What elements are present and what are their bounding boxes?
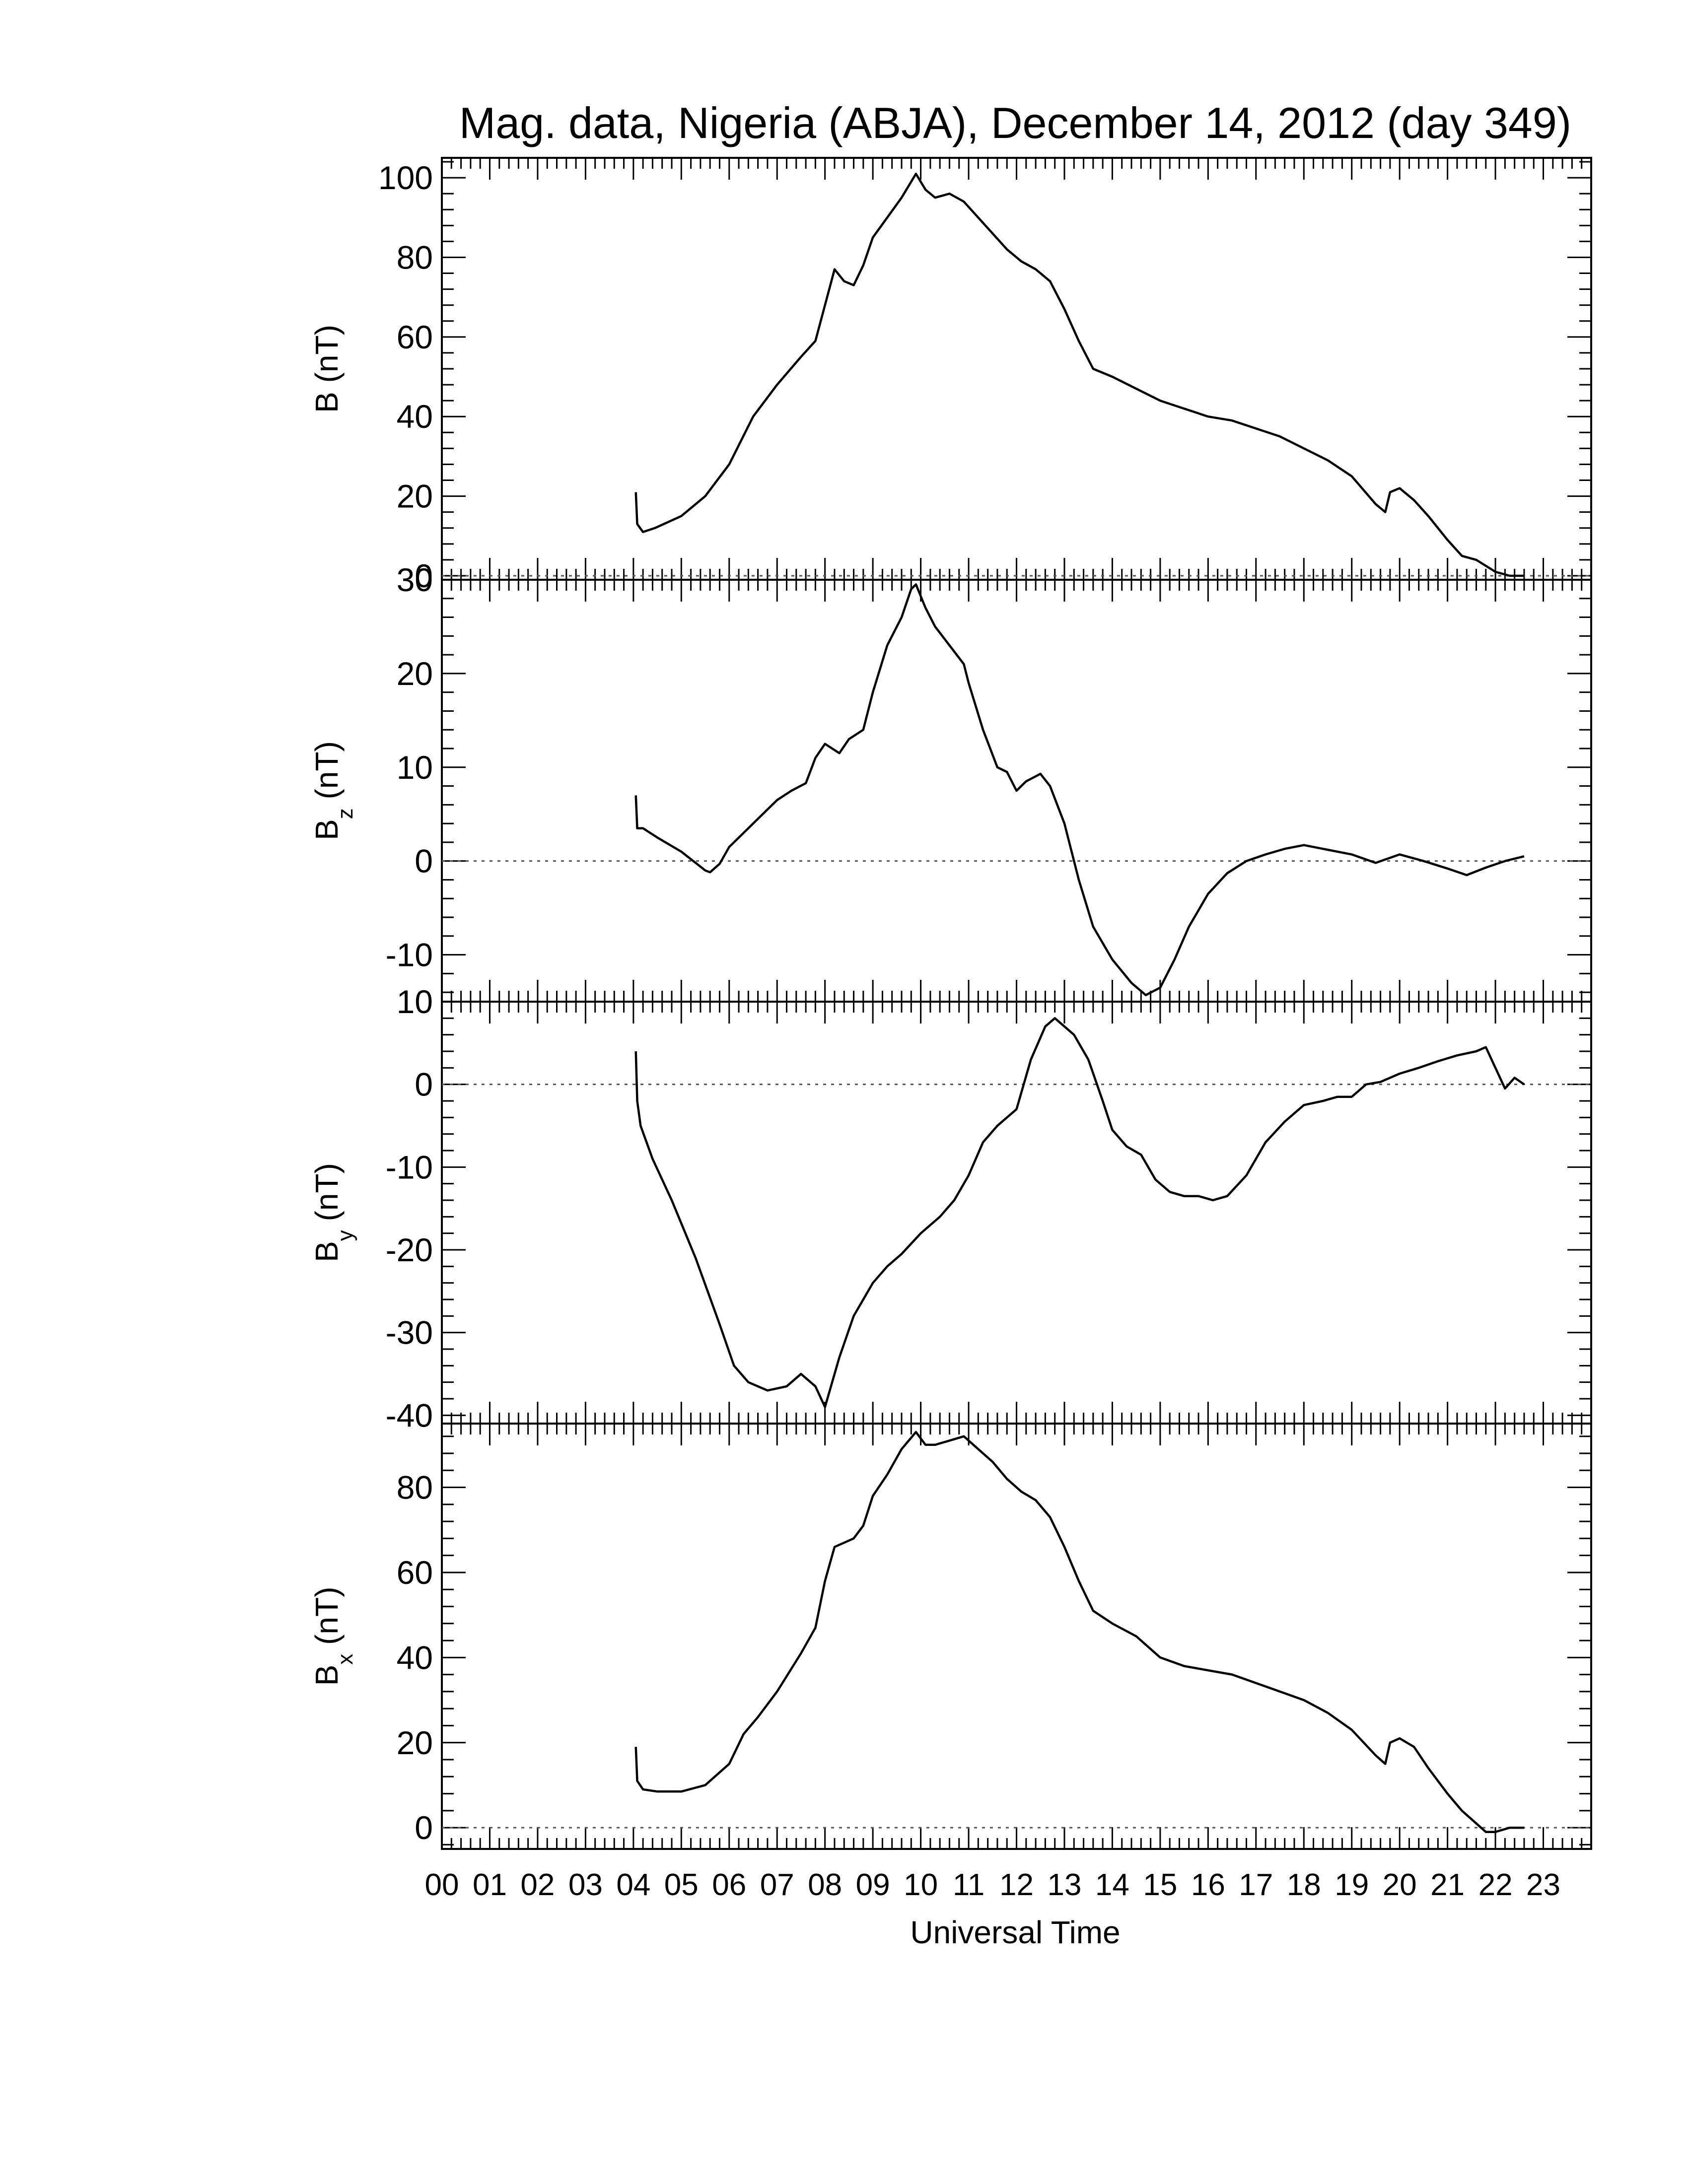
y-axis-label-subscript: y	[333, 1230, 357, 1241]
y-tick-label: 100	[378, 159, 433, 196]
y-tick-label: 0	[415, 557, 433, 594]
panel-b-total: 0 20 40 60 80 100 B (nT)	[309, 157, 1592, 594]
x-axis-label: Universal Time	[910, 1914, 1120, 1950]
y-axis-label-unit: (nT)	[309, 741, 345, 808]
x-tick-label: 16	[1191, 1868, 1225, 1902]
y-tick-label: 20	[397, 1724, 433, 1761]
x-tick-label: 07	[760, 1868, 794, 1902]
x-tick-label: 08	[808, 1868, 842, 1902]
y-tick-label: 0	[415, 1809, 433, 1846]
y-tick-label: 40	[397, 398, 433, 435]
y-axis-label-bz: Bz (nT)	[309, 741, 357, 840]
y-axis-label-b-total: B (nT)	[309, 325, 345, 413]
x-tick-label: 14	[1095, 1868, 1129, 1902]
y-axis-label-subscript: x	[333, 1654, 357, 1665]
x-tick-label: 00	[425, 1868, 459, 1902]
y-axis-label-bx: Bx (nT)	[309, 1587, 357, 1686]
x-tick-label: 11	[953, 1868, 985, 1902]
x-tick-label: 17	[1239, 1868, 1273, 1902]
x-tick-label: 13	[1047, 1868, 1081, 1902]
y-tick-label: 20	[397, 478, 433, 515]
x-tick-label: 22	[1478, 1868, 1513, 1902]
y-tick-label: 20	[397, 655, 433, 692]
y-axis-label-subscript: z	[333, 808, 357, 819]
panel-bz: -10 0 10 20 30 Bz (nT)	[309, 561, 1592, 1003]
y-axis-label-main: B	[309, 1665, 345, 1686]
y-tick-label: 30	[397, 561, 433, 598]
y-tick-label: 0	[415, 843, 433, 880]
y-axis-label-by: By (nT)	[309, 1163, 357, 1262]
y-axis-label-main: B	[309, 392, 345, 413]
y-axis-label-unit: (nT)	[309, 1587, 345, 1654]
x-tick-label: 15	[1143, 1868, 1177, 1902]
chart-title: Mag. data, Nigeria (ABJA), December 14, …	[459, 98, 1571, 147]
y-tick-label: 40	[397, 1639, 433, 1676]
x-tick-label: 05	[664, 1868, 699, 1902]
x-tick-label: 23	[1526, 1868, 1560, 1902]
panel-bx: 0 20 40 60 80 Bx (nT)	[309, 1423, 1592, 1850]
x-tick-label: 12	[999, 1868, 1034, 1902]
y-tick-label: -10	[386, 937, 433, 973]
x-tick-label: 19	[1335, 1868, 1369, 1902]
x-tick-label: 04	[616, 1868, 650, 1902]
y-tick-label: -10	[386, 1149, 433, 1185]
y-tick-label: 10	[397, 983, 433, 1020]
x-tick-label: 02	[520, 1868, 555, 1902]
panel-by: -40 -30 -20 -10 0 10 By (nT)	[309, 983, 1592, 1433]
y-axis-label-main: B	[309, 1241, 345, 1262]
y-tick-label: 0	[415, 1066, 433, 1103]
x-tick-label: 03	[568, 1868, 603, 1902]
y-tick-label: -40	[386, 1397, 433, 1433]
series-line-by	[634, 1017, 1525, 1408]
series-line-bx	[634, 1431, 1524, 1833]
y-axis-label-unit: (nT)	[309, 325, 345, 392]
y-tick-label: -30	[386, 1314, 433, 1351]
y-axis-label-main: B	[309, 819, 345, 840]
x-tick-label: 21	[1430, 1868, 1465, 1902]
x-tick-label: 10	[904, 1868, 938, 1902]
x-tick-label: 06	[712, 1868, 746, 1902]
x-tick-labels: 00 01 02 03 04 05 06 07 08 09 10 11 12 13 14 15 16 17 18 19…	[425, 1868, 1561, 1902]
y-tick-label: 60	[397, 319, 433, 355]
series-line-bz	[634, 583, 1525, 997]
y-tick-label: 10	[397, 749, 433, 786]
x-tick-label: 01	[473, 1868, 507, 1902]
series-line-b-total	[634, 172, 1524, 577]
y-axis-label-unit: (nT)	[309, 1163, 345, 1230]
x-tick-label: 09	[856, 1868, 890, 1902]
y-tick-label: 60	[397, 1554, 433, 1591]
x-tick-label: 18	[1287, 1868, 1321, 1902]
y-tick-label: -20	[386, 1231, 433, 1268]
y-tick-label: 80	[397, 239, 433, 275]
y-tick-label: 80	[397, 1469, 433, 1506]
x-tick-label: 20	[1383, 1868, 1417, 1902]
